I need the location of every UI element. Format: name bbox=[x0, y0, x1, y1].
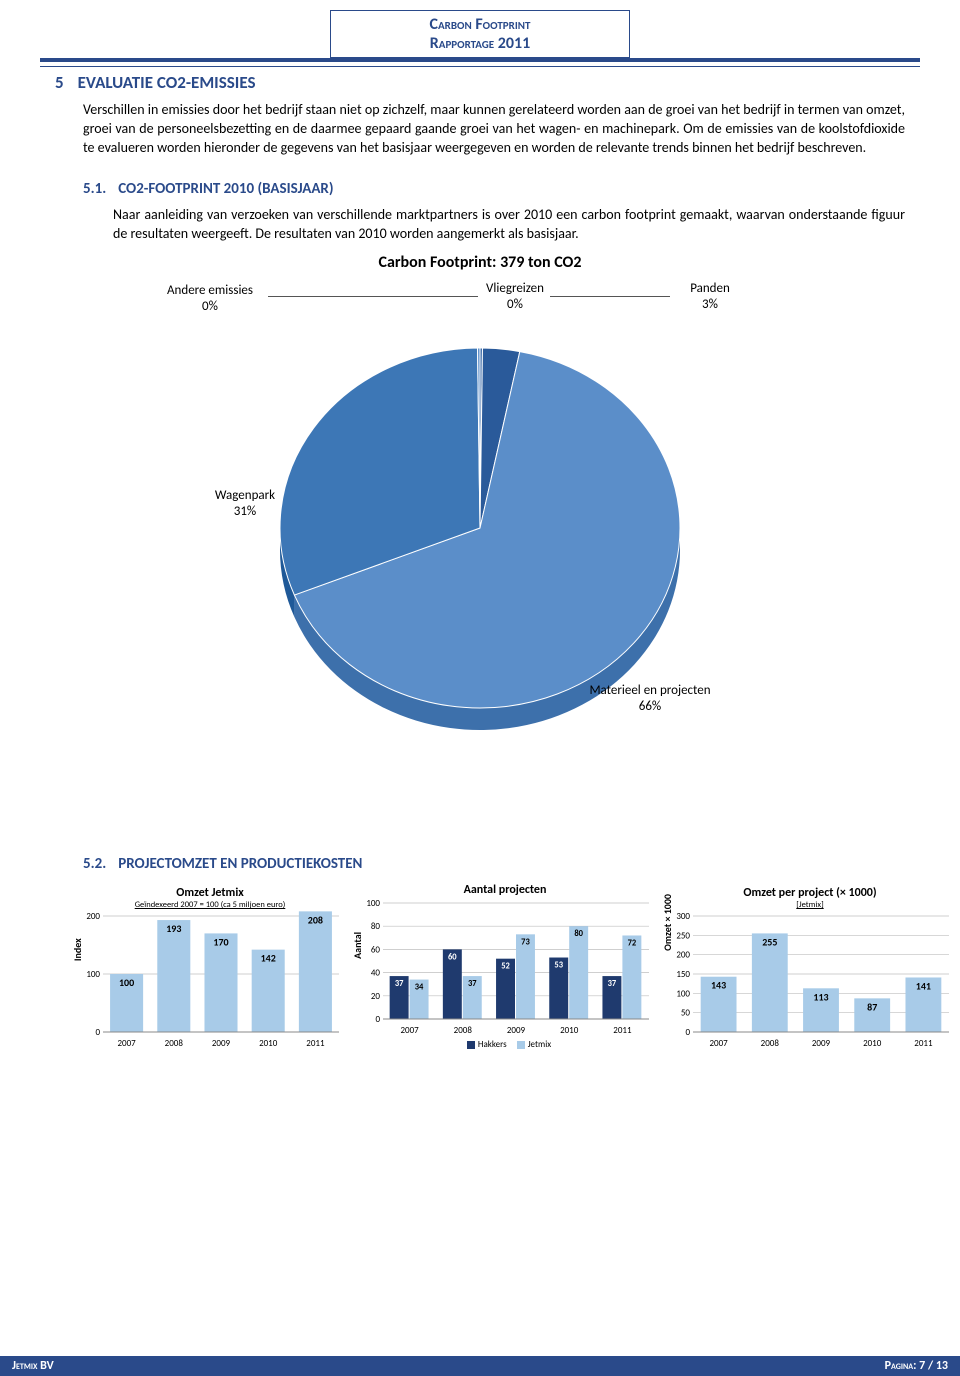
footer-left: Jetmix BV bbox=[12, 1359, 54, 1373]
svg-text:2011: 2011 bbox=[613, 1025, 632, 1036]
legend-swatch-hakkers bbox=[467, 1041, 475, 1049]
chart1-subtitle: Geïndexeerd 2007 = 100 (ca 5 miljoen eur… bbox=[75, 900, 345, 910]
svg-text:50: 50 bbox=[681, 1008, 691, 1019]
svg-text:141: 141 bbox=[916, 980, 931, 993]
footer-right: Pagina: 7 / 13 bbox=[885, 1359, 948, 1373]
chart3-svg: 0 50 100 150 200 250 300 143 2007 255 2008 113 2009 8… bbox=[665, 910, 955, 1050]
subsection-1-heading: 5.1. CO2-FOOTPRINT 2010 (BASISJAAR) bbox=[83, 180, 905, 198]
chart-omzet-jetmix: Omzet Jetmix Geïndexeerd 2007 = 100 (ca … bbox=[75, 886, 345, 1050]
doc-header-box: Carbon Footprint Rapportage 2011 bbox=[330, 10, 630, 58]
svg-text:37: 37 bbox=[395, 980, 404, 990]
pie-chart-container: Carbon Footprint: 379 ton CO2 Andere emi… bbox=[130, 253, 830, 833]
chart3-ylabel: Omzet × 1000 bbox=[661, 894, 674, 951]
svg-text:0: 0 bbox=[95, 1027, 100, 1038]
pie-label-andere: Andere emissies 0% bbox=[150, 283, 270, 314]
svg-text:142: 142 bbox=[261, 952, 276, 965]
chart3-subtitle: [Jetmix] bbox=[665, 900, 955, 910]
subsection-2-heading: 5.2. PROJECTOMZET EN PRODUCTIEKOSTEN bbox=[83, 855, 905, 873]
svg-text:87: 87 bbox=[867, 1001, 877, 1014]
leader-line bbox=[550, 296, 670, 297]
header-line2: Rapportage 2011 bbox=[331, 34, 629, 53]
header-rule bbox=[40, 58, 920, 62]
svg-text:100: 100 bbox=[676, 989, 690, 1000]
chart1-svg: 0 100 200 100 2007 193 2008 170 2009 142 2010 208 20… bbox=[75, 910, 345, 1050]
chart2-svg: 0 20 40 60 80 100 37 34 2007 60 37 2008 52 73 2009 53 80… bbox=[355, 897, 655, 1037]
svg-text:2007: 2007 bbox=[117, 1038, 136, 1049]
bar-charts-row: Omzet Jetmix Geïndexeerd 2007 = 100 (ca … bbox=[75, 883, 885, 1050]
svg-text:80: 80 bbox=[574, 930, 583, 940]
section-title: EVALUATIE CO2-EMISSIES bbox=[78, 72, 256, 93]
svg-text:200: 200 bbox=[676, 950, 690, 961]
svg-text:2010: 2010 bbox=[863, 1038, 882, 1049]
header-line1: Carbon Footprint bbox=[331, 15, 629, 34]
pie-label-panden: Panden 3% bbox=[670, 281, 750, 312]
svg-text:37: 37 bbox=[468, 980, 477, 990]
section-number: 5 bbox=[55, 72, 64, 93]
section-paragraph: Verschillen in emissies door het bedrijf… bbox=[83, 101, 905, 158]
svg-text:2011: 2011 bbox=[914, 1038, 933, 1049]
chart1-title: Omzet Jetmix bbox=[75, 886, 345, 900]
pie-label-wagenpark: Wagenpark 31% bbox=[200, 488, 290, 519]
leader-line bbox=[268, 296, 478, 297]
svg-text:2010: 2010 bbox=[259, 1038, 278, 1049]
legend-swatch-jetmix bbox=[517, 1041, 525, 1049]
chart-omzet-per-project: Omzet per project (× 1000) [Jetmix] Omze… bbox=[665, 886, 955, 1050]
svg-text:100: 100 bbox=[119, 976, 134, 989]
chart2-legend: Hakkers Jetmix bbox=[355, 1039, 655, 1050]
svg-text:143: 143 bbox=[711, 979, 726, 992]
subsection-2-title: PROJECTOMZET EN PRODUCTIEKOSTEN bbox=[118, 855, 362, 873]
svg-text:170: 170 bbox=[213, 936, 228, 949]
svg-text:2007: 2007 bbox=[709, 1038, 728, 1049]
svg-text:100: 100 bbox=[86, 969, 100, 980]
svg-text:37: 37 bbox=[608, 980, 617, 990]
svg-text:60: 60 bbox=[448, 953, 457, 963]
svg-text:53: 53 bbox=[554, 961, 563, 971]
svg-text:208: 208 bbox=[308, 914, 323, 927]
svg-text:72: 72 bbox=[628, 939, 637, 949]
pie-label-vliegreizen: Vliegreizen 0% bbox=[470, 281, 560, 312]
svg-text:2008: 2008 bbox=[454, 1025, 473, 1036]
pie-label-materieel: Materieel en projecten 66% bbox=[560, 683, 740, 714]
svg-text:60: 60 bbox=[371, 945, 381, 956]
chart-aantal-projecten: Aantal projecten Aantal 0204060801003734… bbox=[355, 883, 655, 1050]
svg-text:2009: 2009 bbox=[212, 1038, 231, 1049]
subsection-1-title: CO2-FOOTPRINT 2010 (BASISJAAR) bbox=[118, 180, 333, 198]
svg-text:300: 300 bbox=[676, 911, 690, 922]
svg-text:0: 0 bbox=[685, 1027, 690, 1038]
chart2-ylabel: Aantal bbox=[351, 932, 364, 959]
svg-text:80: 80 bbox=[371, 922, 381, 933]
svg-text:0: 0 bbox=[375, 1014, 380, 1025]
page-content: 5 EVALUATIE CO2-EMISSIES Verschillen in … bbox=[0, 72, 960, 1050]
chart2-title: Aantal projecten bbox=[355, 883, 655, 897]
svg-text:250: 250 bbox=[676, 931, 690, 942]
pie-labels: Andere emissies 0% Vliegreizen 0% Panden… bbox=[130, 253, 830, 833]
svg-text:193: 193 bbox=[166, 923, 181, 936]
chart1-ylabel: Index bbox=[71, 939, 84, 962]
svg-text:40: 40 bbox=[371, 968, 381, 979]
svg-text:150: 150 bbox=[676, 969, 690, 980]
svg-text:100: 100 bbox=[366, 898, 380, 909]
svg-text:52: 52 bbox=[501, 962, 510, 972]
svg-text:73: 73 bbox=[521, 938, 530, 948]
svg-text:255: 255 bbox=[762, 936, 777, 949]
svg-text:2009: 2009 bbox=[507, 1025, 526, 1036]
svg-text:2010: 2010 bbox=[560, 1025, 579, 1036]
svg-text:34: 34 bbox=[415, 983, 424, 993]
svg-text:2009: 2009 bbox=[812, 1038, 831, 1049]
svg-text:200: 200 bbox=[86, 911, 100, 922]
page-footer: Jetmix BV Pagina: 7 / 13 bbox=[0, 1356, 960, 1376]
subsection-1-number: 5.1. bbox=[83, 180, 106, 198]
subsection-2-number: 5.2. bbox=[83, 855, 106, 873]
chart3-title: Omzet per project (× 1000) bbox=[665, 886, 955, 900]
svg-text:2011: 2011 bbox=[306, 1038, 325, 1049]
svg-text:2008: 2008 bbox=[165, 1038, 184, 1049]
svg-text:20: 20 bbox=[371, 991, 381, 1002]
svg-text:113: 113 bbox=[813, 991, 828, 1004]
svg-text:2007: 2007 bbox=[400, 1025, 419, 1036]
subsection-1-paragraph: Naar aanleiding van verzoeken van versch… bbox=[113, 206, 905, 244]
section-heading: 5 EVALUATIE CO2-EMISSIES bbox=[55, 72, 905, 93]
svg-text:2008: 2008 bbox=[761, 1038, 780, 1049]
